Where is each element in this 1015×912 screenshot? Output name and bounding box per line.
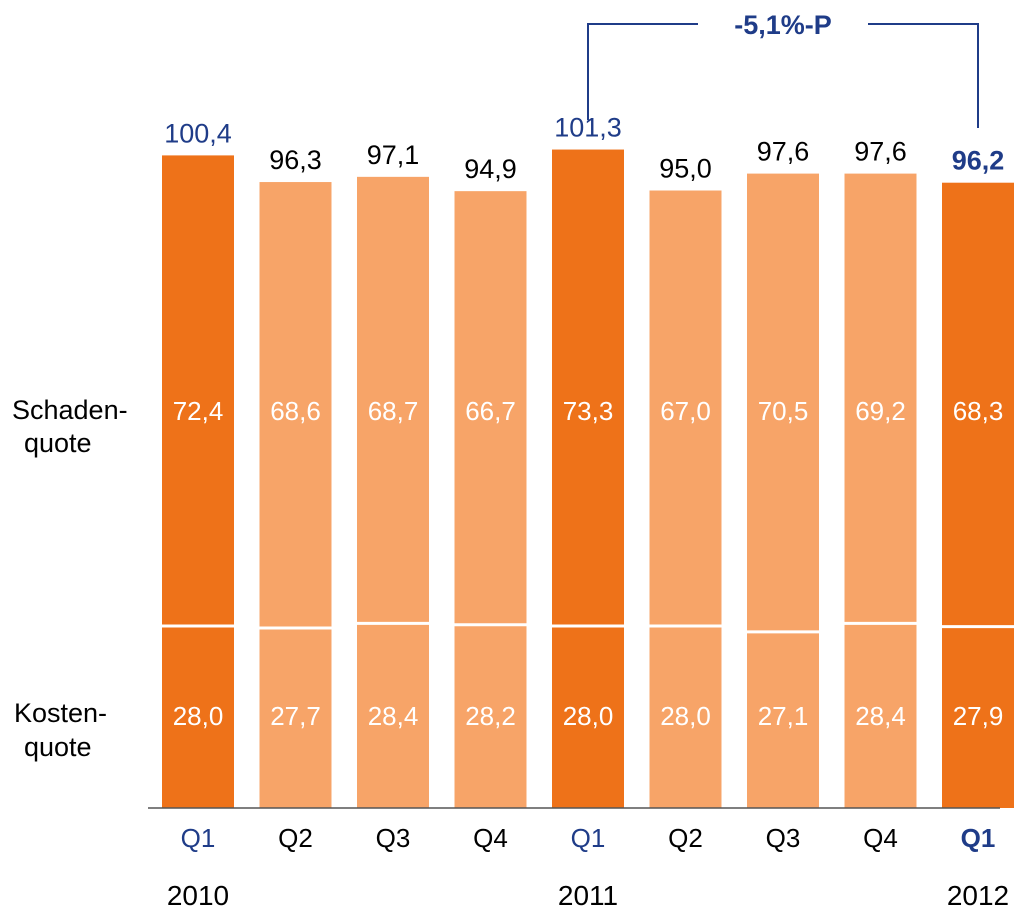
bar-kosten: [454, 624, 527, 808]
x-tick-label: Q1: [571, 823, 606, 853]
data-label-schaden: 72,4: [173, 396, 224, 426]
x-tick-label: Q2: [278, 823, 313, 853]
bar-schaden: [942, 182, 1014, 627]
bar-schaden: [649, 190, 722, 626]
x-tick-label: Q3: [766, 823, 801, 853]
data-label-schaden: 66,7: [465, 396, 516, 426]
bar-kosten: [649, 626, 722, 808]
legend-schaden-line1: Schaden-: [12, 395, 128, 425]
data-label-total: 97,1: [367, 140, 420, 170]
bar-schaden: [259, 182, 332, 628]
bar-kosten: [942, 626, 1014, 808]
data-label-kosten: 28,2: [465, 701, 516, 731]
data-label-schaden: 68,6: [270, 396, 321, 426]
bar-schaden: [747, 173, 819, 632]
x-tick-label: Q4: [473, 823, 508, 853]
bar-kosten: [552, 626, 624, 808]
data-label-schaden: 67,0: [660, 396, 711, 426]
bar-schaden: [844, 173, 917, 624]
data-label-schaden: 68,7: [368, 396, 419, 426]
bracket-left: [587, 23, 698, 120]
bars-group: [162, 149, 1014, 808]
data-label-total: 96,2: [952, 146, 1005, 176]
bar-kosten: [357, 623, 429, 808]
data-label-kosten: 28,4: [855, 701, 906, 731]
data-label-kosten: 28,0: [563, 701, 614, 731]
x-tick-label: Q4: [863, 823, 898, 853]
data-label-kosten: 28,4: [368, 701, 419, 731]
data-label-total: 97,6: [854, 137, 907, 167]
data-label-total: 100,4: [164, 118, 232, 148]
legend-kosten-line1: Kosten-: [14, 698, 107, 728]
bar-schaden: [162, 155, 234, 626]
bar-schaden: [552, 149, 624, 627]
data-label-schaden: 73,3: [563, 396, 614, 426]
bracket-right: [868, 23, 979, 128]
data-label-schaden: 68,3: [953, 396, 1004, 426]
data-label-total: 95,0: [659, 154, 712, 184]
data-label-schaden: 69,2: [855, 396, 906, 426]
labels-group: 28,0 72,4 100,4 Q1 27,7 68,6 96,3 Q2 28,4 68,7 97,…: [164, 113, 1009, 911]
annotation-group: -5,1%-P: [587, 10, 979, 128]
data-label-total: 94,9: [464, 154, 517, 184]
data-label-total: 96,3: [269, 145, 322, 175]
year-label: 2010: [167, 880, 229, 911]
data-label-total: 97,6: [757, 137, 810, 167]
bar-kosten: [162, 626, 234, 808]
legend-kosten-line2: quote: [24, 732, 92, 762]
bar-kosten: [747, 631, 819, 808]
x-tick-label: Q1: [181, 823, 216, 853]
data-label-kosten: 28,0: [660, 701, 711, 731]
data-label-kosten: 27,7: [270, 701, 321, 731]
data-label-kosten: 28,0: [173, 701, 224, 731]
bar-schaden: [357, 176, 429, 624]
legend-schaden-line2: quote: [24, 428, 92, 458]
annotation-label: -5,1%-P: [734, 10, 832, 40]
bar-kosten: [844, 623, 917, 808]
bar-kosten: [259, 627, 332, 808]
bar-schaden: [454, 191, 527, 625]
x-tick-label: Q1: [961, 823, 996, 853]
x-tick-label: Q2: [668, 823, 703, 853]
year-label: 2012: [947, 880, 1009, 911]
data-label-schaden: 70,5: [758, 396, 809, 426]
x-tick-label: Q3: [376, 823, 411, 853]
year-label: 2011: [558, 880, 618, 911]
data-label-kosten: 27,9: [953, 701, 1004, 731]
data-label-kosten: 27,1: [758, 701, 809, 731]
